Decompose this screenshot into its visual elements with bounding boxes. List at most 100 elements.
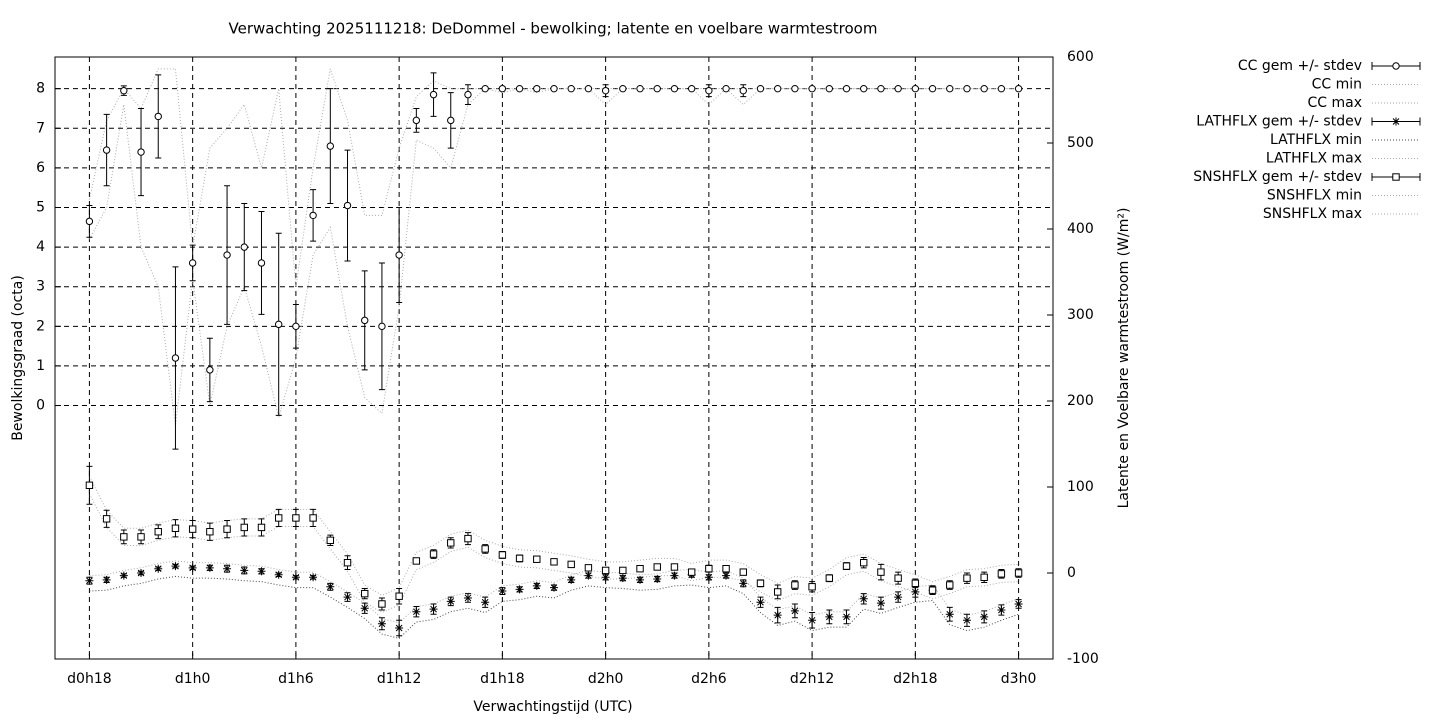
marker — [705, 86, 713, 95]
marker — [946, 84, 954, 93]
y-tick-label: 4 — [36, 239, 45, 255]
marker — [946, 581, 954, 589]
marker — [429, 90, 438, 99]
marker — [980, 84, 988, 93]
marker — [842, 612, 851, 621]
marker — [533, 555, 541, 563]
marker — [705, 565, 713, 573]
marker — [842, 562, 851, 570]
marker — [808, 84, 816, 93]
marker — [876, 599, 885, 608]
x-tick-label: d2h18 — [893, 671, 937, 687]
marker — [636, 575, 645, 584]
legend-marker — [1392, 62, 1400, 70]
marker — [567, 560, 575, 569]
legend-marker — [1392, 173, 1400, 181]
marker — [670, 84, 679, 93]
y-axis-label: Bewolkingsgraad (octa) — [10, 275, 26, 441]
series-line — [88, 476, 1019, 596]
marker — [120, 86, 128, 95]
marker — [412, 557, 421, 565]
marker — [877, 568, 885, 576]
x-tick-label: d1h6 — [278, 671, 314, 687]
x-tick-label: d0h18 — [67, 671, 111, 687]
marker — [825, 84, 834, 93]
marker — [154, 112, 162, 121]
marker — [223, 251, 231, 259]
marker — [584, 571, 593, 580]
marker — [911, 587, 920, 596]
marker — [378, 322, 386, 331]
marker — [601, 573, 610, 582]
marker — [360, 604, 369, 613]
marker — [274, 570, 283, 579]
marker — [206, 528, 214, 536]
marker — [963, 574, 971, 582]
marker — [670, 563, 679, 571]
x-tick-label: d2h0 — [588, 671, 624, 687]
marker — [532, 581, 541, 590]
marker — [223, 564, 232, 573]
marker — [911, 84, 920, 93]
marker — [619, 84, 627, 93]
marker — [945, 610, 954, 619]
marker — [533, 84, 541, 93]
marker — [860, 84, 868, 93]
marker — [361, 589, 369, 598]
marker — [756, 84, 765, 93]
marker — [550, 558, 558, 566]
marker — [601, 86, 610, 95]
marker — [1014, 84, 1023, 93]
marker — [240, 243, 248, 251]
marker — [447, 116, 455, 125]
marker — [412, 116, 421, 125]
marker — [653, 563, 661, 571]
series-line — [89, 560, 1019, 624]
marker — [808, 616, 817, 625]
marker — [309, 573, 318, 582]
marker — [188, 525, 197, 533]
marker — [361, 316, 369, 325]
marker — [481, 84, 489, 93]
marker — [291, 573, 300, 582]
marker — [894, 574, 902, 582]
marker — [137, 569, 146, 577]
legend-marker — [1392, 117, 1400, 126]
marker — [292, 514, 300, 522]
marker — [791, 84, 799, 93]
marker — [963, 84, 971, 93]
y-tick-label: 0 — [36, 398, 45, 414]
series-line — [88, 493, 1019, 614]
marker — [860, 558, 868, 567]
marker — [378, 600, 386, 608]
marker — [240, 523, 248, 532]
marker — [429, 550, 438, 558]
marker — [894, 84, 902, 93]
marker — [171, 524, 180, 532]
marker — [119, 571, 128, 580]
marker — [395, 624, 404, 633]
marker — [137, 148, 145, 156]
marker — [515, 554, 524, 563]
marker — [102, 146, 111, 154]
marker — [309, 211, 317, 220]
y2-axis-label: Latente en Voelbare warmtestroom (W/m²) — [1116, 208, 1132, 509]
marker — [205, 563, 214, 572]
x-tick-label: d1h12 — [377, 671, 421, 687]
marker — [1014, 599, 1023, 608]
marker — [154, 564, 163, 573]
marker — [515, 585, 524, 594]
marker — [550, 84, 558, 93]
marker — [722, 565, 730, 573]
marker — [102, 575, 111, 584]
marker — [567, 84, 575, 93]
marker — [928, 586, 937, 594]
marker — [773, 611, 782, 620]
y-tick-label: 8 — [36, 81, 45, 97]
legend-label: CC gem +/- stdev — [1238, 58, 1362, 74]
marker — [584, 564, 593, 572]
marker — [85, 217, 94, 226]
marker — [791, 581, 799, 589]
y2-tick-label: -100 — [1067, 651, 1099, 667]
marker — [257, 567, 266, 576]
